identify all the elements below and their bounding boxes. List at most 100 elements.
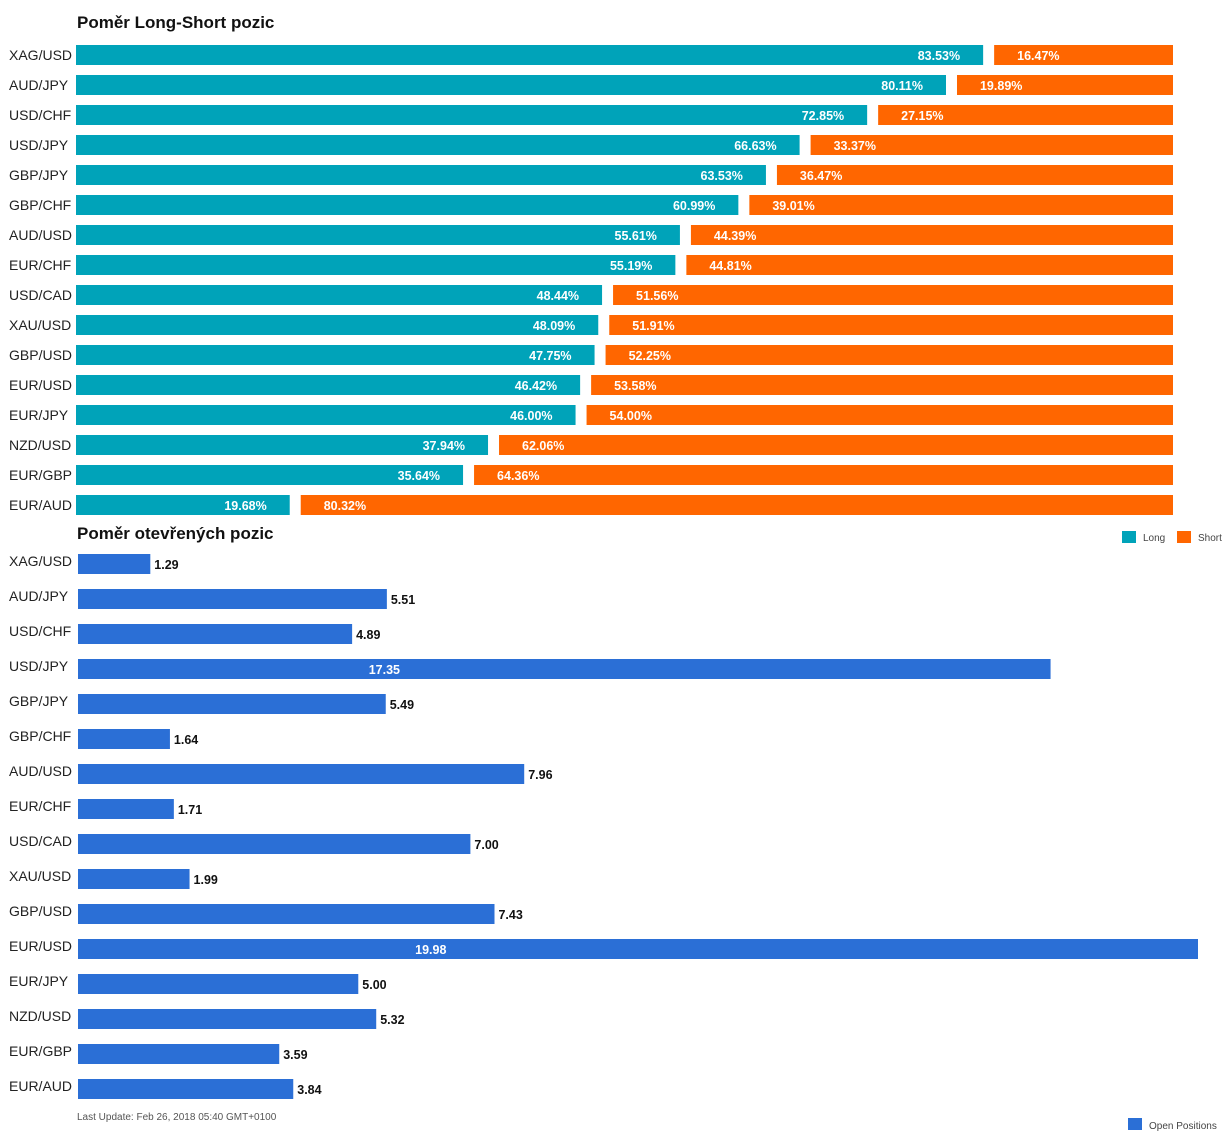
open-positions-value-label: 5.51 bbox=[391, 593, 415, 607]
open-positions-value-label: 1.99 bbox=[194, 873, 218, 887]
long-value-label: 55.19% bbox=[610, 259, 652, 273]
short-bar bbox=[690, 225, 1173, 245]
long-value-label: 46.42% bbox=[515, 379, 557, 393]
op-category-label: EUR/GBP bbox=[9, 1043, 72, 1059]
op-category-label: EUR/USD bbox=[9, 938, 72, 954]
short-bar bbox=[300, 495, 1173, 515]
op-category-label: NZD/USD bbox=[9, 1008, 71, 1024]
open-positions-chart-title: Poměr otevřených pozic bbox=[77, 524, 274, 543]
short-value-label: 44.39% bbox=[714, 229, 756, 243]
short-bar bbox=[499, 435, 1173, 455]
ls-category-label: EUR/CHF bbox=[9, 257, 71, 273]
long-bar bbox=[76, 375, 581, 395]
long-value-label: 66.63% bbox=[734, 139, 776, 153]
op-category-label: USD/JPY bbox=[9, 658, 69, 674]
open-positions-value-label: 3.84 bbox=[297, 1083, 321, 1097]
short-value-label: 51.91% bbox=[632, 319, 674, 333]
op-category-label: USD/CHF bbox=[9, 623, 71, 639]
short-bar bbox=[613, 285, 1173, 305]
short-value-label: 44.81% bbox=[709, 259, 751, 273]
open-positions-value-label: 7.00 bbox=[474, 838, 498, 852]
open-positions-bar bbox=[78, 1009, 377, 1029]
short-bar bbox=[749, 195, 1173, 215]
ls-category-label: XAG/USD bbox=[9, 47, 72, 63]
open-positions-value-label: 4.89 bbox=[356, 628, 380, 642]
legend-open-swatch bbox=[1128, 1118, 1142, 1130]
long-bar bbox=[76, 495, 290, 515]
ls-category-label: USD/CHF bbox=[9, 107, 71, 123]
open-positions-bar bbox=[78, 1079, 294, 1099]
op-category-label: USD/CAD bbox=[9, 833, 72, 849]
long-value-label: 48.09% bbox=[533, 319, 575, 333]
ls-category-label: EUR/JPY bbox=[9, 407, 69, 423]
open-positions-bar bbox=[78, 624, 353, 644]
short-value-label: 53.58% bbox=[614, 379, 656, 393]
short-bar bbox=[474, 465, 1173, 485]
ls-category-label: AUD/USD bbox=[9, 227, 72, 243]
long-bar bbox=[76, 195, 739, 215]
long-bar bbox=[76, 225, 680, 245]
long-bar bbox=[76, 465, 464, 485]
op-category-label: GBP/JPY bbox=[9, 693, 69, 709]
long-value-label: 60.99% bbox=[673, 199, 715, 213]
ls-category-label: GBP/USD bbox=[9, 347, 72, 363]
open-positions-value-label: 1.71 bbox=[178, 803, 202, 817]
ls-category-label: EUR/USD bbox=[9, 377, 72, 393]
op-category-label: GBP/USD bbox=[9, 903, 72, 919]
long-bar bbox=[76, 405, 576, 425]
last-update-text: Last Update: Feb 26, 2018 05:40 GMT+0100 bbox=[77, 1112, 277, 1123]
open-positions-bar bbox=[78, 869, 190, 889]
long-short-chart-title: Poměr Long-Short pozic bbox=[77, 13, 275, 32]
op-category-label: XAG/USD bbox=[9, 553, 72, 569]
short-bar bbox=[591, 375, 1173, 395]
long-value-label: 35.64% bbox=[398, 469, 440, 483]
open-positions-value-label: 7.43 bbox=[498, 908, 522, 922]
legend-long-swatch bbox=[1122, 531, 1136, 543]
op-category-label: EUR/JPY bbox=[9, 973, 69, 989]
long-bar bbox=[76, 345, 595, 365]
open-positions-bar bbox=[78, 904, 495, 924]
short-value-label: 52.25% bbox=[629, 349, 671, 363]
short-bar bbox=[609, 315, 1173, 335]
open-positions-bar bbox=[78, 974, 359, 994]
ls-category-label: GBP/JPY bbox=[9, 167, 69, 183]
legend-open-label: Open Positions bbox=[1149, 1121, 1217, 1132]
open-positions-value-label: 1.29 bbox=[154, 558, 178, 572]
ls-category-label: GBP/CHF bbox=[9, 197, 71, 213]
ls-category-label: USD/CAD bbox=[9, 287, 72, 303]
long-bar bbox=[76, 165, 766, 185]
open-positions-bar bbox=[78, 554, 151, 574]
short-bar bbox=[956, 75, 1173, 95]
long-bar bbox=[76, 105, 868, 125]
ls-category-label: EUR/AUD bbox=[9, 497, 72, 513]
ls-category-label: XAU/USD bbox=[9, 317, 71, 333]
op-category-label: EUR/CHF bbox=[9, 798, 71, 814]
ls-category-label: NZD/USD bbox=[9, 437, 71, 453]
open-positions-value-label: 1.64 bbox=[174, 733, 198, 747]
short-bar bbox=[586, 405, 1173, 425]
short-bar bbox=[605, 345, 1173, 365]
open-positions-value-label: 3.59 bbox=[283, 1048, 307, 1062]
long-value-label: 19.68% bbox=[224, 499, 266, 513]
open-positions-value-label: 19.98 bbox=[415, 943, 446, 957]
long-value-label: 37.94% bbox=[423, 439, 465, 453]
long-value-label: 55.61% bbox=[615, 229, 657, 243]
short-value-label: 62.06% bbox=[522, 439, 564, 453]
op-category-label: AUD/JPY bbox=[9, 588, 69, 604]
ls-category-label: AUD/JPY bbox=[9, 77, 69, 93]
short-value-label: 27.15% bbox=[901, 109, 943, 123]
op-category-label: XAU/USD bbox=[9, 868, 71, 884]
open-positions-value-label: 5.49 bbox=[390, 698, 414, 712]
long-value-label: 63.53% bbox=[701, 169, 743, 183]
long-value-label: 83.53% bbox=[918, 49, 960, 63]
open-positions-bar bbox=[78, 729, 170, 749]
open-positions-value-label: 7.96 bbox=[528, 768, 552, 782]
op-category-label: EUR/AUD bbox=[9, 1078, 72, 1094]
legend-short-swatch bbox=[1177, 531, 1191, 543]
open-positions-bar bbox=[78, 799, 174, 819]
long-bar bbox=[76, 75, 946, 95]
short-value-label: 19.89% bbox=[980, 79, 1022, 93]
short-value-label: 39.01% bbox=[772, 199, 814, 213]
short-bar bbox=[686, 255, 1173, 275]
